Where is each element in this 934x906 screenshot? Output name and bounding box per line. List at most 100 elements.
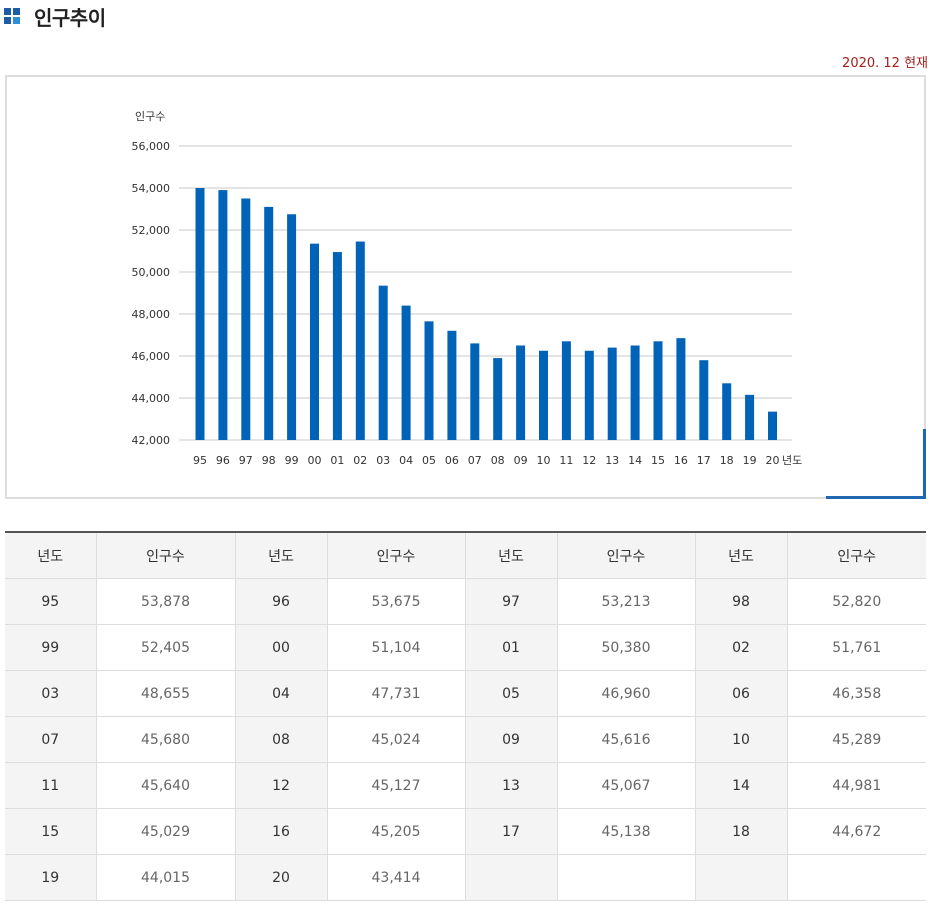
y-tick-label: 42,000 [132,434,171,447]
header-population: 인구수 [786,532,926,579]
x-tick-label: 09 [514,454,528,467]
x-axis-label: 년도 [782,454,802,467]
population-cell: 45,127 [326,762,466,809]
bar [493,358,503,440]
population-cell: 45,680 [95,716,236,763]
bar [630,345,640,440]
x-tick-label: 02 [353,454,367,467]
corner-accent-horizontal [826,496,926,499]
x-tick-label: 15 [651,454,665,467]
section-header: 인구추이 [4,4,106,30]
population-cell: 53,675 [326,578,466,625]
population-cell: 44,981 [786,762,926,809]
y-tick-label: 54,000 [132,182,171,195]
population-cell: 53,213 [556,578,696,625]
bar [722,383,732,440]
year-cell [694,854,788,901]
x-tick-label: 19 [743,454,757,467]
population-cell: 51,761 [786,624,926,671]
bar [264,206,274,440]
bar [355,241,365,440]
bar [607,347,617,440]
header-year: 년도 [234,532,328,579]
population-cell: 48,655 [95,670,236,717]
x-tick-label: 17 [697,454,711,467]
population-cell [786,854,926,901]
x-tick-label: 96 [216,454,230,467]
header-year: 년도 [694,532,788,579]
table-row: 95 53,878 96 53,675 97 53,213 98 52,820 [5,578,926,625]
table-row: 99 52,405 00 51,104 01 50,380 02 51,761 [5,624,926,671]
year-cell: 99 [5,624,97,671]
x-tick-label: 98 [262,454,276,467]
table-header-row: 년도 인구수 년도 인구수 년도 인구수 년도 인구수 [5,532,926,579]
population-cell: 45,205 [326,808,466,855]
population-cell: 45,289 [786,716,926,763]
as-of-date: 2020. 12 현재 [842,56,928,71]
x-tick-label: 08 [491,454,505,467]
x-tick-label: 07 [468,454,482,467]
x-tick-label: 99 [285,454,299,467]
year-cell: 14 [694,762,788,809]
population-table: 년도 인구수 년도 인구수 년도 인구수 년도 인구수 95 53,878 96 53… [5,531,926,901]
y-tick-label: 46,000 [132,350,171,363]
table-row: 19 44,015 20 43,414 [5,854,926,901]
year-cell: 04 [234,670,328,717]
y-axis-label: 인구수 [135,110,165,123]
population-cell: 44,672 [786,808,926,855]
year-cell: 97 [464,578,558,625]
bar [516,345,526,440]
year-cell: 12 [234,762,328,809]
x-tick-label: 12 [582,454,596,467]
bar [310,243,319,440]
y-tick-label: 50,000 [132,266,171,279]
year-cell: 11 [5,762,97,809]
year-cell: 05 [464,670,558,717]
header-population: 인구수 [556,532,696,579]
population-cell: 45,138 [556,808,696,855]
y-tick-label: 52,000 [132,224,171,237]
bar [768,411,777,440]
bar [561,341,571,440]
x-tick-label: 06 [445,454,459,467]
table-row: 07 45,680 08 45,024 09 45,616 10 45,289 [5,716,926,763]
population-cell: 44,015 [95,854,236,901]
header-year: 년도 [5,532,97,579]
x-tick-label: 14 [628,454,642,467]
x-tick-label: 13 [605,454,619,467]
x-tick-label: 03 [376,454,390,467]
chart-svg: 56,000 54,000 52,000 50,000 48,000 46,000 44,0… [132,110,803,467]
year-cell: 07 [5,716,97,763]
population-cell: 45,024 [326,716,466,763]
bar [218,190,228,440]
year-cell: 15 [5,808,97,855]
bar [241,198,251,440]
header-population: 인구수 [95,532,236,579]
year-cell: 10 [694,716,788,763]
population-cell: 46,960 [556,670,696,717]
x-tick-label: 18 [720,454,734,467]
bar [447,330,457,440]
population-cell: 43,414 [326,854,466,901]
bar [653,341,663,440]
population-cell: 47,731 [326,670,466,717]
bar [745,394,755,440]
y-tick-label: 48,000 [132,308,171,321]
x-tick-label: 01 [330,454,344,467]
table-row: 11 45,640 12 45,127 13 45,067 14 44,981 [5,762,926,809]
y-tick-label: 56,000 [132,140,171,153]
population-cell: 46,358 [786,670,926,717]
population-cell: 51,104 [326,624,466,671]
grid-icon [4,8,20,24]
bar [424,321,434,440]
year-cell: 98 [694,578,788,625]
x-tick-label: 16 [674,454,688,467]
year-cell: 08 [234,716,328,763]
bar [378,285,388,440]
bar [195,188,205,440]
x-tick-label: 04 [399,454,413,467]
year-cell: 01 [464,624,558,671]
x-tick-label: 10 [537,454,551,467]
population-cell: 45,067 [556,762,696,809]
y-tick-label: 44,000 [132,392,171,405]
